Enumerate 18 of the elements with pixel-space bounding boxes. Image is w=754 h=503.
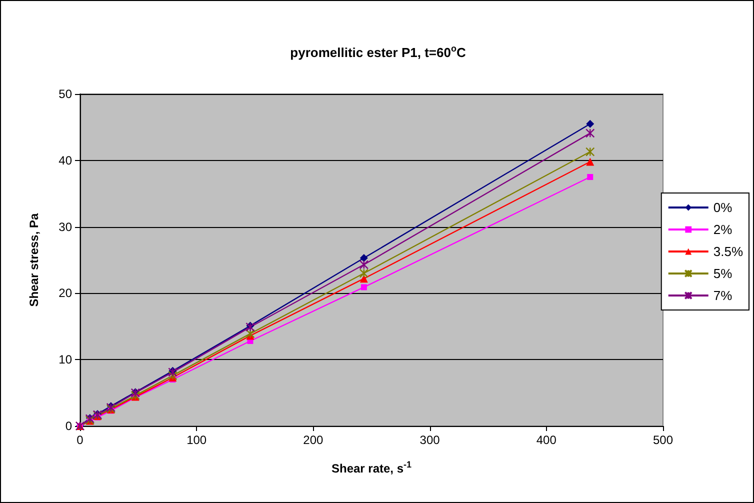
legend-label: 5% bbox=[713, 266, 733, 281]
y-tick-label: 50 bbox=[58, 87, 72, 101]
x-tick-label: 500 bbox=[652, 433, 674, 447]
y-tick-label: 10 bbox=[58, 352, 72, 367]
x-tick-label: 200 bbox=[303, 433, 324, 447]
legend-label: 2% bbox=[713, 222, 733, 237]
x-tick-label: 400 bbox=[536, 433, 557, 447]
y-tick-label: 20 bbox=[58, 286, 72, 300]
legend-label: 3.5% bbox=[713, 244, 744, 259]
x-tick-label: 0 bbox=[76, 433, 84, 447]
x-tick-label: 300 bbox=[420, 433, 440, 447]
y-axis-title: Shear stress, Pa bbox=[27, 212, 41, 307]
legend-label: 7% bbox=[713, 288, 733, 303]
y-tick-label: 0 bbox=[65, 419, 72, 433]
y-tick-label: 40 bbox=[58, 153, 72, 168]
y-tick-label: 30 bbox=[58, 220, 72, 234]
legend-label: 0% bbox=[713, 200, 733, 215]
x-tick-label: 100 bbox=[186, 433, 207, 447]
